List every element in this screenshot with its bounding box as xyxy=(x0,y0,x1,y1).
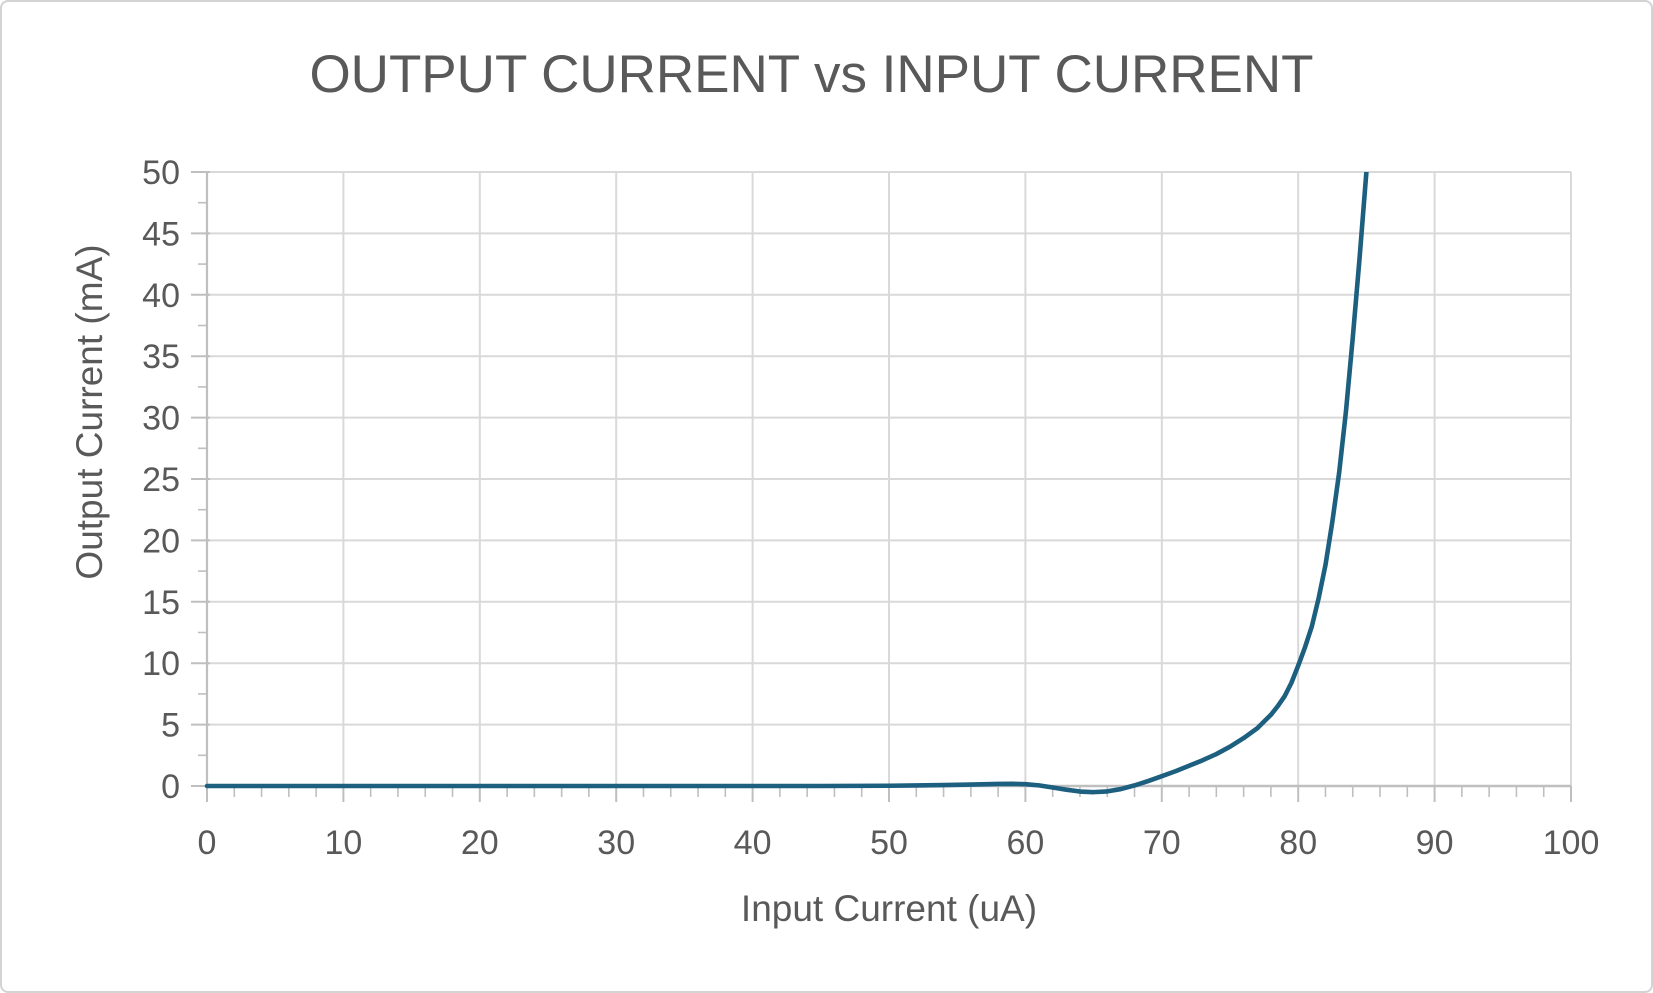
x-tick-label: 60 xyxy=(1006,824,1044,862)
y-tick-label: 5 xyxy=(161,707,180,745)
x-tick-label: 0 xyxy=(198,824,217,862)
y-tick-label: 10 xyxy=(142,645,180,683)
x-axis-title: Input Current (uA) xyxy=(740,888,1038,929)
x-tick-label: 90 xyxy=(1416,824,1454,862)
chart-title: OUTPUT CURRENT vs INPUT CURRENT xyxy=(309,45,1314,104)
y-tick-label: 40 xyxy=(142,277,180,315)
series-line xyxy=(204,172,1369,795)
x-tick-label: 10 xyxy=(324,824,362,862)
y-tick-label: 25 xyxy=(142,461,180,499)
x-tick-label: 30 xyxy=(597,824,635,862)
y-tick-label: 0 xyxy=(161,768,180,806)
y-tick-label: 20 xyxy=(142,522,180,560)
y-tick-label: 30 xyxy=(142,400,180,438)
x-tick-label: 100 xyxy=(1543,824,1600,862)
y-tick-label: 50 xyxy=(142,154,180,192)
x-tick-label: 70 xyxy=(1143,824,1181,862)
x-tick-label: 20 xyxy=(461,824,499,862)
x-tick-label: 80 xyxy=(1279,824,1317,862)
y-tick-label: 15 xyxy=(142,584,180,622)
y-tick-label: 45 xyxy=(142,215,180,253)
x-tick-label: 50 xyxy=(870,824,908,862)
x-tick-label: 40 xyxy=(734,824,772,862)
y-tick-label: 35 xyxy=(142,338,180,376)
